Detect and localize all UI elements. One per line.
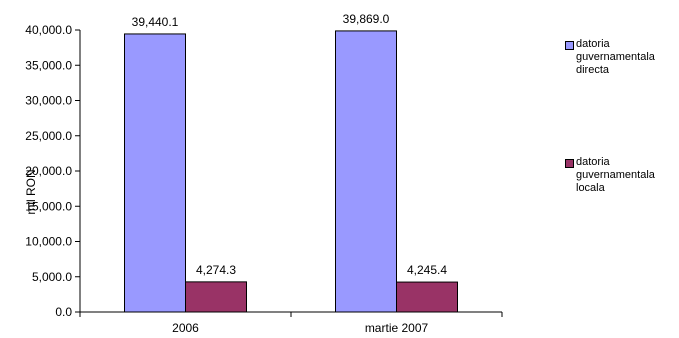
data-label: 4,245.4 (407, 263, 447, 277)
bar (124, 33, 186, 313)
y-tick-label: 35,000.0 (25, 58, 72, 72)
y-tick-label: 25,000.0 (25, 129, 72, 143)
y-tick-label: 30,000.0 (25, 94, 72, 108)
legend-label-directa: datoria guvernamentala directa (576, 38, 655, 76)
data-label: 39,440.1 (132, 15, 179, 29)
data-label: 39,869.0 (343, 12, 390, 26)
y-tick-label: 15,000.0 (25, 199, 72, 213)
legend-swatch-locala (565, 159, 574, 168)
y-tick-label: 40,000.0 (25, 23, 72, 37)
y-tick-label: 10,000.0 (25, 235, 72, 249)
bar (335, 30, 397, 313)
y-tick-label: 20,000.0 (25, 164, 72, 178)
y-tick-label: 5,000.0 (32, 270, 72, 284)
bar (185, 281, 247, 313)
x-tick-label: 2006 (172, 321, 199, 335)
y-axis-label: mil RON (24, 169, 38, 214)
legend-item-locala: datoria guvernamentala locala (565, 156, 676, 195)
legend-item-directa: datoria guvernamentala directa (565, 38, 676, 77)
plot-area: 0.0 5,000.0 10,000.0 15,000.0 20,000.0 25,000… (25, 12, 503, 335)
legend-label-locala: datoria guvernamentala locala (576, 156, 655, 194)
y-tick-label: 0.0 (55, 305, 72, 319)
x-tick-label: martie 2007 (365, 321, 429, 335)
legend-swatch-directa (565, 41, 574, 50)
bar (396, 281, 458, 313)
data-label: 4,274.3 (196, 263, 236, 277)
